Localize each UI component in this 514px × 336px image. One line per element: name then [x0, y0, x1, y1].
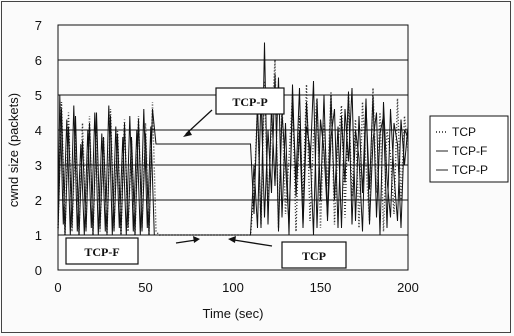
y-tick-label: 7	[35, 18, 42, 33]
x-tick-label: 150	[310, 280, 332, 295]
plot-area-frame	[57, 24, 409, 271]
legend-label-tcp-f: TCP-F	[452, 144, 487, 158]
callout-label-tcp-f: TCP-F	[84, 245, 119, 259]
legend-label-tcp: TCP	[452, 125, 476, 139]
x-tick-label: 50	[138, 280, 152, 295]
y-axis-ticks: 0 1 2 3 4 5 6 7	[35, 18, 42, 278]
grid-lines	[58, 24, 408, 271]
y-tick-label: 4	[35, 123, 42, 138]
callout-box-tcp-f	[65, 237, 139, 265]
callout-arrowhead-tcp	[228, 236, 236, 243]
callout-tcp-f: TCP-F	[65, 236, 200, 265]
callout-box-tcp	[281, 241, 347, 269]
series-line-tcp-p	[57, 42, 409, 236]
callout-arrow-tcp-f	[175, 239, 197, 244]
x-axis-label: Time (sec)	[203, 306, 264, 321]
callout-tcp: TCP	[228, 236, 347, 269]
callout-arrow-tcp-p	[185, 109, 213, 135]
callout-tcp-p: TCP-P	[183, 87, 285, 137]
y-tick-label: 3	[35, 158, 42, 173]
legend-label-tcp-p: TCP-P	[452, 163, 488, 177]
callout-arrowhead-tcp-p	[183, 130, 192, 137]
x-tick-label: 0	[54, 280, 61, 295]
y-tick-label: 0	[35, 263, 42, 278]
x-tick-label: 200	[397, 280, 419, 295]
legend-box	[429, 115, 509, 183]
callout-arrowhead-tcp-f	[193, 236, 200, 243]
y-axis-label: cwnd size (packets)	[6, 93, 21, 207]
callout-box-tcp-p	[215, 87, 285, 115]
y-tick-label: 2	[35, 193, 42, 208]
y-tick-label: 1	[35, 228, 42, 243]
callout-label-tcp-p: TCP-P	[232, 95, 267, 109]
x-axis-ticks: 0 50 100 150 200	[54, 280, 418, 295]
series-line-tcp-f	[57, 73, 409, 236]
y-tick-label: 5	[35, 88, 42, 103]
callout-arrow-tcp	[233, 239, 273, 247]
legend: TCP TCP-F TCP-P	[429, 115, 509, 183]
callout-label-tcp: TCP	[302, 249, 326, 263]
series-layer	[57, 42, 409, 236]
x-tick-label: 100	[222, 280, 244, 295]
y-tick-label: 6	[35, 53, 42, 68]
